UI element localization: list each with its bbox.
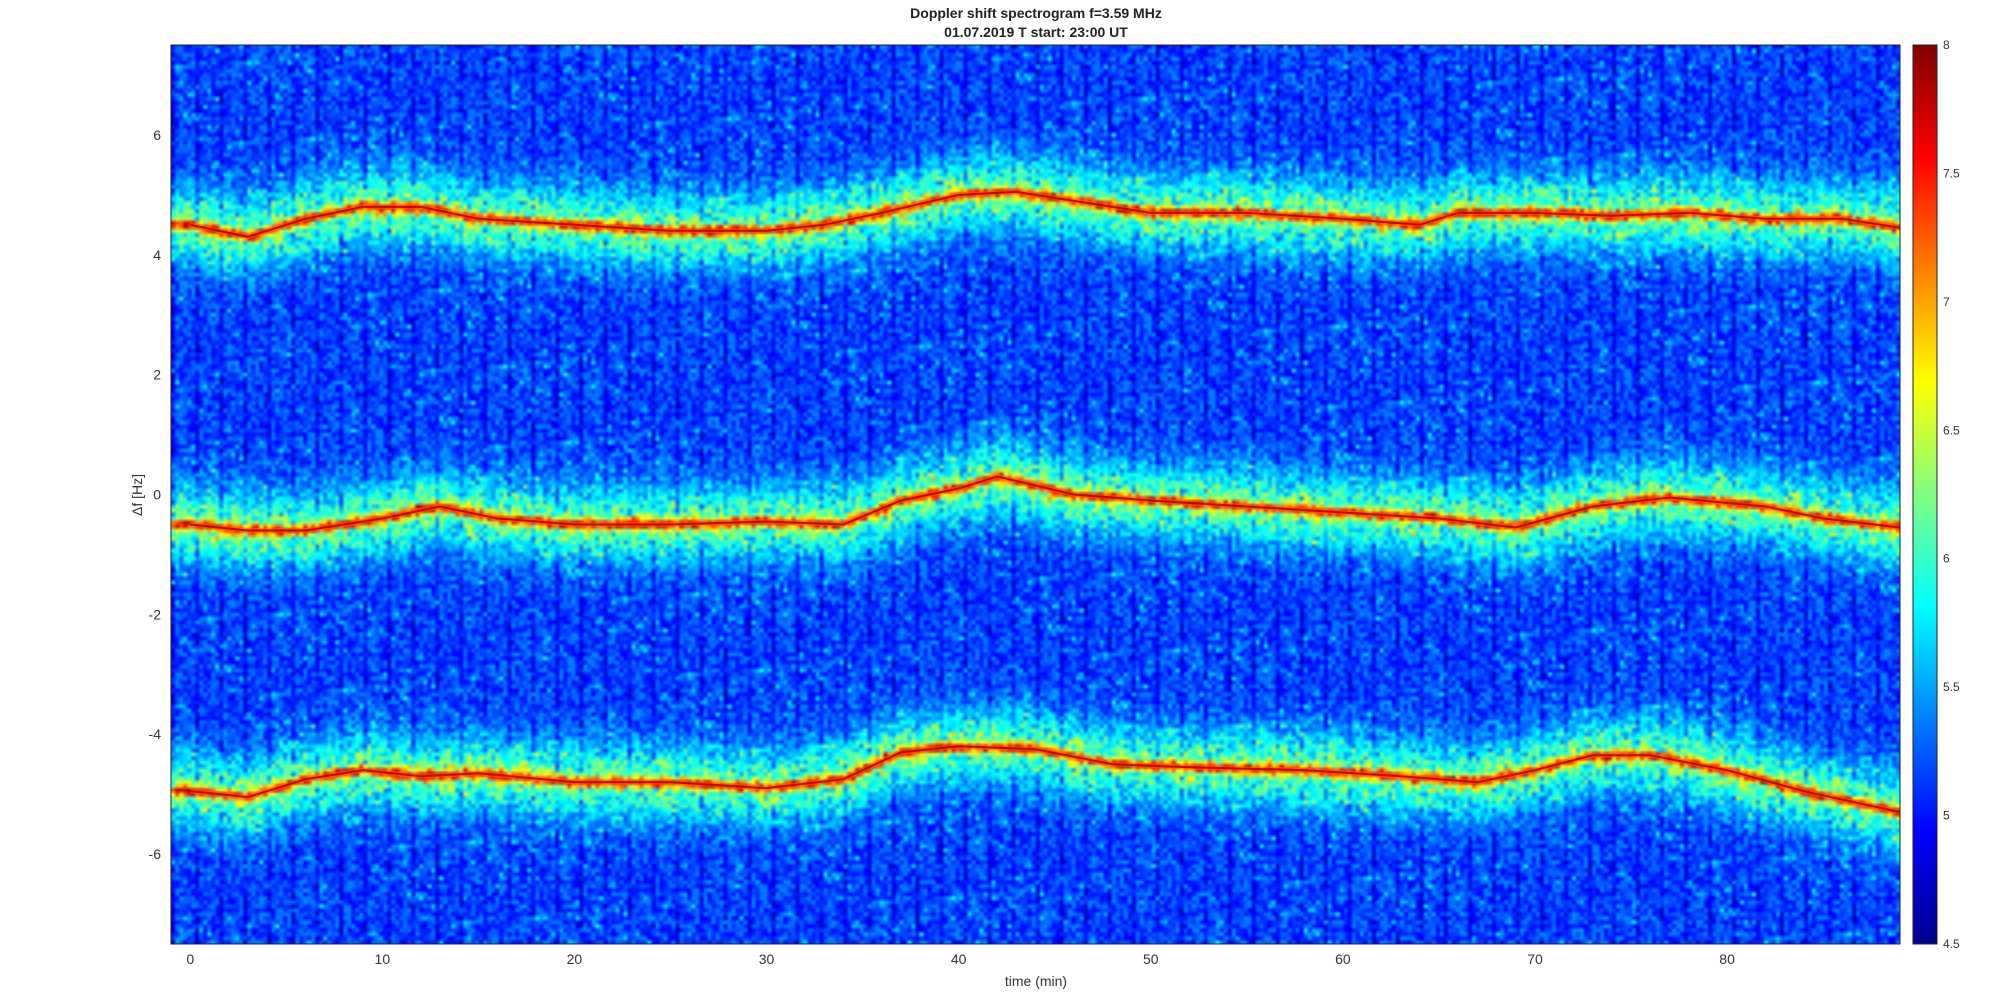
x-tick-label: 50 [1143, 951, 1159, 967]
y-tick-label: 6 [153, 127, 161, 143]
colorbar-tick-label: 5 [1943, 809, 1950, 823]
y-axis: 6 4 2 0 -2 -4 -6 [149, 127, 162, 862]
colorbar-ticks: 8 7.5 7 6.5 6 5.5 5 4.5 [1943, 38, 1960, 951]
x-tick-label: 40 [951, 951, 967, 967]
x-tick-label: 10 [375, 951, 391, 967]
x-axis: 0 10 20 30 40 50 60 70 80 [186, 951, 1735, 967]
y-tick-label: 4 [153, 247, 161, 263]
colorbar-tick-label: 6.5 [1943, 423, 1960, 437]
spectral-line-2 [190, 475, 1900, 532]
plot-area [170, 44, 1901, 945]
plot-frame [170, 44, 1901, 945]
chart-title: Doppler shift spectrogram f=3.59 MHz [910, 5, 1162, 21]
spectral-line-3 [190, 745, 1900, 814]
x-tick-label: 80 [1719, 951, 1735, 967]
y-axis-label: Δf [Hz] [129, 474, 145, 516]
x-axis-label: time (min) [1005, 973, 1067, 989]
chart-subtitle: 01.07.2019 T start: 23:00 UT [944, 24, 1128, 40]
colorbar-tick-label: 8 [1943, 38, 1950, 52]
heatmap-image [171, 45, 1900, 944]
y-tick-label: -4 [149, 726, 162, 742]
colorbar-gradient [1912, 44, 1938, 945]
colorbar: 8 7.5 7 6.5 6 5.5 5 4.5 [1912, 38, 1960, 951]
colorbar-tick-label: 7 [1943, 295, 1950, 309]
x-tick-label: 20 [567, 951, 583, 967]
colorbar-tick-label: 6 [1943, 552, 1950, 566]
colorbar-tick-label: 5.5 [1943, 680, 1960, 694]
y-tick-label: 0 [153, 487, 161, 503]
x-tick-label: 0 [186, 951, 194, 967]
y-tick-label: 2 [153, 367, 161, 383]
x-tick-label: 30 [759, 951, 775, 967]
colorbar-tick-label: 7.5 [1943, 166, 1960, 180]
y-tick-label: -2 [149, 606, 162, 622]
x-tick-label: 60 [1335, 951, 1351, 967]
spectral-line-1 [190, 190, 1900, 238]
y-tick-label: -6 [149, 846, 162, 862]
colorbar-tick-label: 4.5 [1943, 937, 1960, 951]
spectral-lines [189, 189, 1900, 815]
x-tick-label: 70 [1527, 951, 1543, 967]
